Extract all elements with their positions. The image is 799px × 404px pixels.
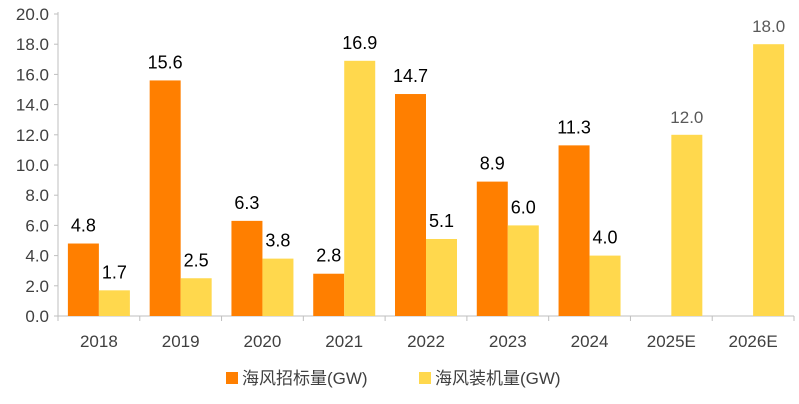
data-label: 18.0 xyxy=(752,17,785,36)
data-label: 16.9 xyxy=(342,33,377,53)
bar-海风装机量(GW) xyxy=(344,60,376,317)
x-tick-label: 2018 xyxy=(80,332,118,351)
legend-swatch xyxy=(419,372,431,384)
data-label: 2.5 xyxy=(184,250,209,270)
data-label: 15.6 xyxy=(148,52,183,72)
y-tick-label: 16.0 xyxy=(16,65,49,84)
legend-label: 海风装机量(GW) xyxy=(435,369,561,388)
bar-海风招标量(GW) xyxy=(313,273,345,316)
bar-海风招标量(GW) xyxy=(67,243,99,316)
data-label: 12.0 xyxy=(670,108,703,127)
bar-海风装机量(GW) xyxy=(589,255,621,316)
y-tick-label: 12.0 xyxy=(16,126,49,145)
x-tick-label: 2022 xyxy=(407,332,445,351)
y-tick-label: 8.0 xyxy=(25,186,49,205)
x-tick-label: 2023 xyxy=(489,332,527,351)
data-label: 14.7 xyxy=(393,66,428,86)
x-tick-label: 2019 xyxy=(162,332,200,351)
bar-海风装机量(GW) xyxy=(98,290,130,316)
bar-海风招标量(GW) xyxy=(558,145,590,316)
data-label: 8.9 xyxy=(480,154,505,174)
data-label: 11.3 xyxy=(557,117,591,137)
y-tick-label: 10.0 xyxy=(16,156,49,175)
bar-海风装机量(GW) xyxy=(262,258,294,316)
bar-海风装机量(GW) xyxy=(426,238,457,316)
bar-海风装机量(GW) xyxy=(507,225,539,316)
y-tick-label: 4.0 xyxy=(25,247,49,266)
bar-海风装机量(GW) xyxy=(180,278,212,316)
legend-swatch xyxy=(226,372,238,384)
bar-海风招标量(GW) xyxy=(231,220,263,316)
x-tick-label: 2020 xyxy=(244,332,282,351)
y-tick-label: 2.0 xyxy=(25,277,49,296)
data-label: 3.8 xyxy=(265,231,290,251)
data-label: 1.7 xyxy=(102,262,127,282)
x-tick-label: 2026E xyxy=(729,332,778,351)
data-label: 5.1 xyxy=(429,211,454,231)
y-tick-label: 18.0 xyxy=(16,35,49,54)
y-tick-label: 14.0 xyxy=(16,96,49,115)
bar-海风装机量(GW) xyxy=(671,134,703,316)
bar-海风招标量(GW) xyxy=(476,181,508,316)
data-label: 6.3 xyxy=(234,193,259,213)
legend-label: 海风招标量(GW) xyxy=(242,369,368,388)
data-label: 2.8 xyxy=(316,246,341,266)
data-label: 4.8 xyxy=(71,216,96,236)
data-label: 6.0 xyxy=(511,197,536,217)
x-tick-label: 2024 xyxy=(571,332,609,351)
y-tick-label: 20.0 xyxy=(16,5,49,24)
x-tick-label: 2021 xyxy=(325,332,363,351)
y-tick-label: 6.0 xyxy=(25,216,49,235)
bar-海风装机量(GW) xyxy=(753,44,785,316)
y-tick-label: 0.0 xyxy=(25,307,49,326)
x-tick-label: 2025E xyxy=(647,332,696,351)
bar-海风招标量(GW) xyxy=(395,94,426,316)
data-label: 4.0 xyxy=(593,228,618,248)
bar-海风招标量(GW) xyxy=(149,80,181,316)
